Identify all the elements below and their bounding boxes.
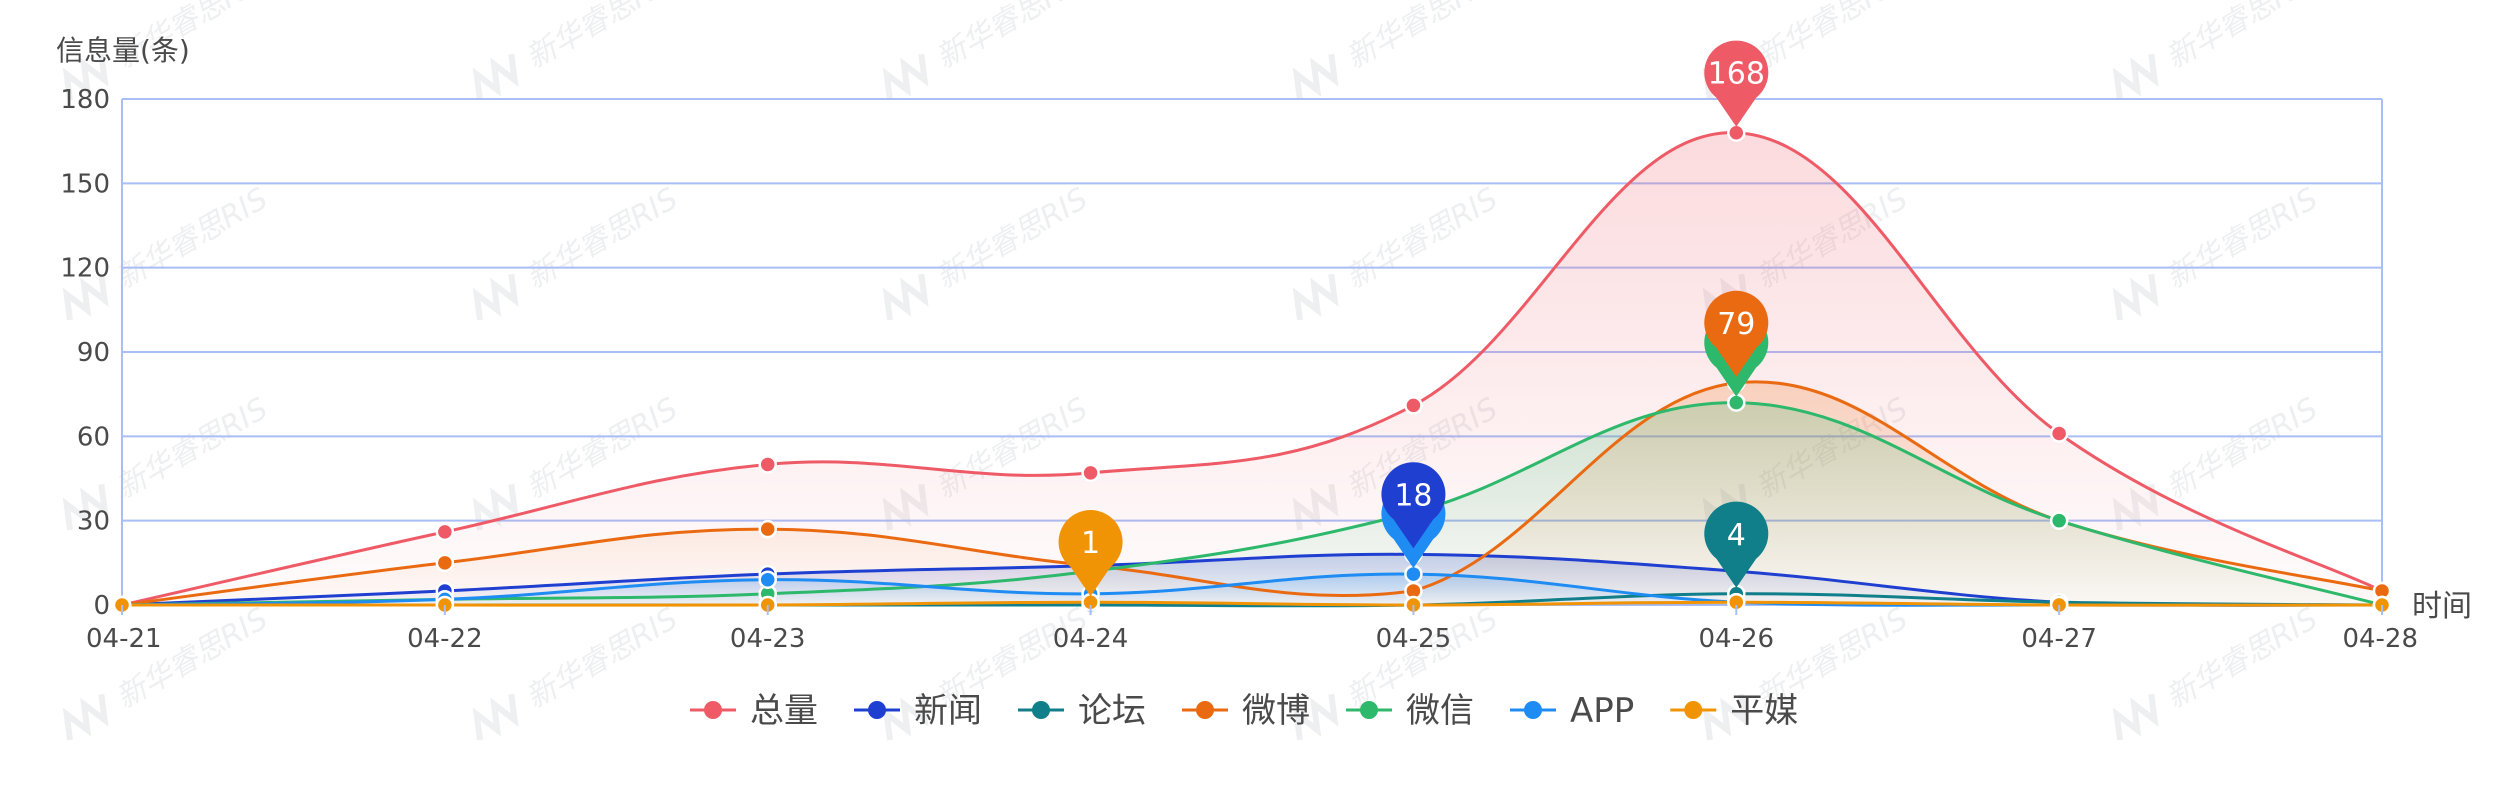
watermark: 新华睿思RIS (877, 0, 1094, 107)
x-tick-label: 04-27 (2021, 624, 2097, 654)
watermark-logo (1288, 54, 1343, 100)
legend-label: APP (1570, 691, 1634, 731)
legend-item-series-1[interactable]: 总量 (690, 691, 818, 731)
peak-label: 79 (1717, 307, 1755, 342)
watermark: 新华睿思RIS (2517, 0, 2520, 107)
x-tick-label: 04-21 (86, 624, 162, 654)
watermark-text: 新华睿思RIS (520, 601, 684, 716)
watermark-text: 新华睿思RIS (110, 391, 274, 506)
data-point-series-5[interactable] (1728, 395, 1744, 411)
data-point-series-1[interactable] (437, 524, 453, 540)
x-tick-label: 04-24 (1053, 624, 1129, 654)
legend-marker (1032, 701, 1050, 719)
y-tick-label: 150 (60, 169, 110, 199)
legend-label: 微博 (1242, 691, 1310, 731)
watermark-text: 新华睿思RIS (2160, 391, 2324, 506)
watermark-logo (2108, 54, 2163, 100)
legend-item-series-3[interactable]: 论坛 (1018, 691, 1146, 731)
watermark-logo (1288, 274, 1343, 320)
legend-label: 新闻 (914, 691, 982, 731)
legend-marker (1684, 701, 1702, 719)
peak-label: 18 (1394, 478, 1432, 513)
watermark-logo (2108, 694, 2163, 740)
data-point-series-1[interactable] (1728, 125, 1744, 141)
watermark-text: 新华睿思RIS (1340, 181, 1504, 296)
watermark-text: 新华睿思RIS (110, 601, 274, 716)
data-point-series-1[interactable] (1405, 397, 1421, 413)
x-tick-label: 04-26 (1699, 624, 1775, 654)
watermark-logo (878, 274, 933, 320)
watermark: 新华睿思RIS (877, 181, 1094, 327)
watermark-text: 新华睿思RIS (1340, 0, 1504, 76)
watermark-text: 新华睿思RIS (2160, 0, 2324, 76)
y-tick-label: 90 (77, 338, 110, 368)
watermark-text: 新华睿思RIS (110, 181, 274, 296)
data-point-series-1[interactable] (760, 456, 776, 472)
watermark-logo (878, 54, 933, 100)
y-tick-label: 180 (60, 85, 110, 115)
watermark: 新华睿思RIS (2517, 181, 2520, 327)
x-axis-title: 时间 (2412, 589, 2472, 624)
legend-label: 论坛 (1078, 691, 1146, 731)
watermark: 新华睿思RIS (467, 601, 684, 747)
legend-marker (868, 701, 886, 719)
series-areas (122, 133, 2382, 606)
peak-label: 1 (1081, 526, 1100, 561)
watermark: 新华睿思RIS (467, 181, 684, 327)
watermark-logo (2108, 274, 2163, 320)
x-tick-label: 04-22 (407, 624, 483, 654)
y-tick-label: 30 (77, 507, 110, 537)
x-tick-label: 04-25 (1376, 624, 1452, 654)
peak-pin[interactable]: 168 (1704, 41, 1768, 127)
watermark: 新华睿思RIS (467, 0, 684, 107)
legend: 总量 新闻 论坛 微博 微信 APP 平媒 (690, 691, 1798, 731)
watermark-text: 新华睿思RIS (1750, 0, 1914, 76)
data-point-app[interactable] (1405, 566, 1421, 582)
watermark-logo (468, 54, 523, 100)
peak-label: 4 (1727, 518, 1746, 553)
legend-marker (1360, 701, 1378, 719)
x-tick-label: 04-28 (2342, 624, 2418, 654)
legend-label: 总量 (750, 691, 818, 731)
watermark: 新华睿思RIS (1287, 0, 1504, 107)
data-point-series-1[interactable] (2051, 426, 2067, 442)
data-point-series-1[interactable] (1083, 465, 1099, 481)
legend-label: 平媒 (1730, 691, 1798, 731)
legend-item-series-7[interactable]: 平媒 (1670, 691, 1798, 731)
watermark: 新华睿思RIS (2107, 0, 2324, 107)
watermark: 新华睿思RIS (2107, 601, 2324, 747)
watermark-logo (468, 694, 523, 740)
legend-item-app[interactable]: APP (1510, 691, 1634, 731)
watermark: 新华睿思RIS (2517, 601, 2520, 747)
watermark-text: 新华睿思RIS (520, 0, 684, 76)
y-axis-title: 信息量(条) (56, 34, 190, 67)
watermark-text: 新华睿思RIS (2160, 181, 2324, 296)
data-point-series-5[interactable] (2051, 513, 2067, 529)
legend-marker (1524, 701, 1542, 719)
legend-label: 微信 (1406, 691, 1474, 731)
legend-item-series-2[interactable]: 新闻 (854, 691, 982, 731)
data-point-series-4[interactable] (437, 555, 453, 571)
x-tick-label: 04-23 (730, 624, 806, 654)
watermark-logo (58, 694, 113, 740)
watermark: 新华睿思RIS (2517, 391, 2520, 537)
watermark-logo (468, 274, 523, 320)
peak-label: 168 (1708, 57, 1765, 92)
watermark: 新华睿思RIS (2107, 181, 2324, 327)
y-tick-label: 60 (77, 422, 110, 452)
data-point-series-4[interactable] (760, 521, 776, 537)
legend-item-series-4[interactable]: 微博 (1182, 691, 1310, 731)
watermark-text: 新华睿思RIS (520, 181, 684, 296)
watermark: 新华睿思RIS (1287, 181, 1504, 327)
watermark-text: 新华睿思RIS (930, 0, 1094, 76)
legend-marker (1196, 701, 1214, 719)
watermark-text: 新华睿思RIS (2160, 601, 2324, 716)
y-tick-label: 120 (60, 254, 110, 284)
watermark-text: 新华睿思RIS (930, 181, 1094, 296)
data-point-app[interactable] (760, 572, 776, 588)
y-tick-label: 0 (93, 591, 110, 621)
legend-marker (704, 701, 722, 719)
